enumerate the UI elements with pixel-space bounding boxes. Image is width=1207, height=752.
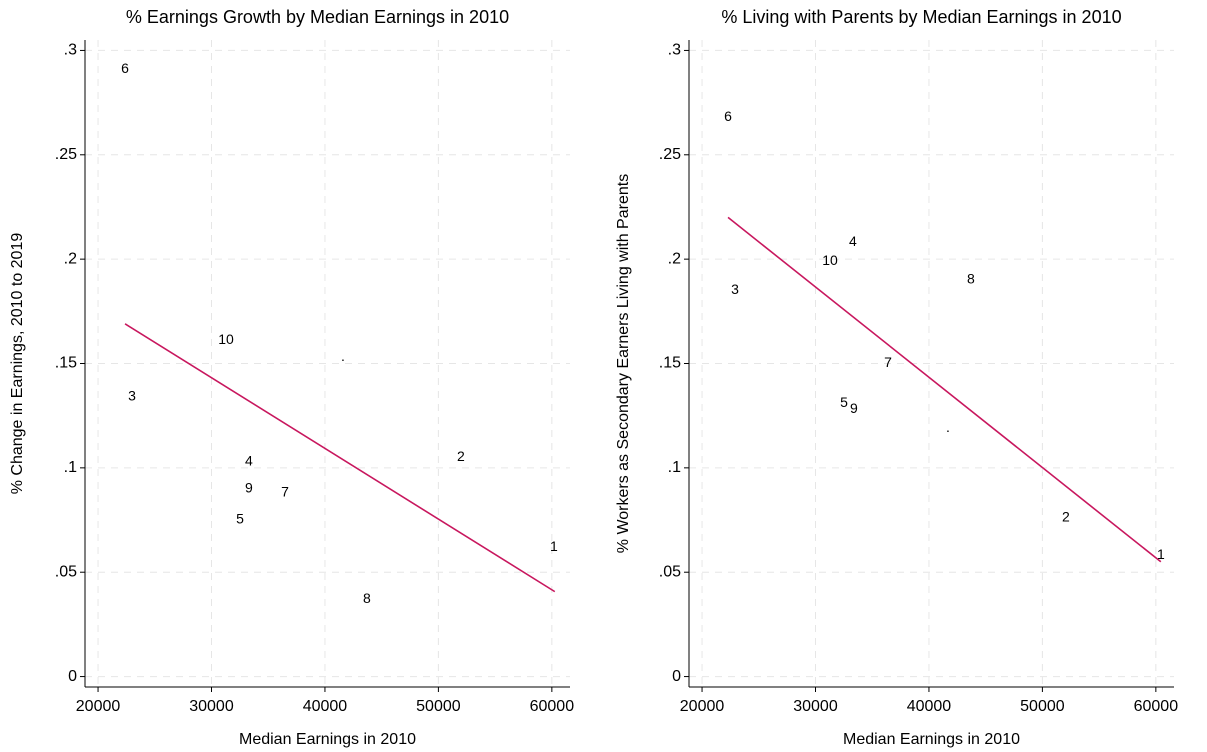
y-tick-label: .15: [659, 355, 681, 372]
y-tick-label: .15: [55, 355, 77, 372]
x-tick-label: 30000: [793, 698, 838, 715]
y-tick-label: .05: [55, 563, 77, 580]
point-label: 5: [840, 394, 848, 410]
y-tick-label: 0: [68, 668, 77, 685]
x-tick-label: 30000: [189, 698, 234, 715]
y-tick-label: 0: [672, 668, 681, 685]
point-label: .: [341, 348, 345, 364]
point-label: 3: [731, 281, 739, 297]
point-label: 9: [245, 479, 253, 495]
point-label: 2: [457, 448, 465, 464]
x-tick-label: 20000: [76, 698, 121, 715]
point-label: 3: [128, 388, 136, 404]
plot: % Earnings Growth by Median Earnings in …: [9, 7, 574, 748]
y-tick-label: .2: [668, 250, 681, 267]
fit-line: [124, 323, 556, 593]
point-label: 8: [363, 590, 371, 606]
point-label: 2: [1062, 509, 1070, 525]
y-tick-label: .3: [64, 42, 77, 59]
chart-title: % Living with Parents by Median Earnings…: [721, 7, 1121, 27]
y-tick-label: .1: [668, 459, 681, 476]
point-label: 7: [884, 354, 892, 370]
point-label: 6: [121, 60, 129, 76]
y-tick-label: .1: [64, 459, 77, 476]
point-label: 4: [245, 452, 253, 468]
x-axis-label: Median Earnings in 2010: [239, 731, 416, 748]
point-label: 10: [218, 331, 234, 347]
y-axis-label: % Change in Earnings, 2010 to 2019: [9, 233, 26, 495]
x-tick-label: 40000: [907, 698, 952, 715]
x-axis-label: Median Earnings in 2010: [843, 731, 1020, 748]
point-label: 9: [850, 400, 858, 416]
y-axis-label: % Workers as Secondary Earners Living wi…: [615, 174, 632, 553]
x-tick-label: 40000: [303, 698, 348, 715]
x-tick-label: 60000: [1134, 698, 1179, 715]
x-tick-label: 60000: [530, 698, 575, 715]
point-label: 7: [281, 484, 289, 500]
point-label: 4: [849, 233, 857, 249]
y-tick-label: .05: [659, 563, 681, 580]
y-tick-label: .3: [668, 42, 681, 59]
chart-title: % Earnings Growth by Median Earnings in …: [126, 7, 509, 27]
x-tick-label: 50000: [1020, 698, 1065, 715]
y-tick-label: .25: [55, 146, 77, 163]
point-label: 5: [236, 511, 244, 527]
y-tick-label: .25: [659, 146, 681, 163]
y-tick-label: .2: [64, 250, 77, 267]
point-label: 1: [550, 538, 558, 554]
point-label: 6: [724, 108, 732, 124]
point-label: 8: [967, 271, 975, 287]
plot: % Living with Parents by Median Earnings…: [615, 7, 1178, 748]
fit-line: [727, 216, 1162, 563]
point-label: 1: [1157, 546, 1165, 562]
x-tick-label: 50000: [416, 698, 461, 715]
point-label: 10: [822, 252, 838, 268]
x-tick-label: 20000: [680, 698, 725, 715]
point-label: .: [946, 419, 950, 435]
